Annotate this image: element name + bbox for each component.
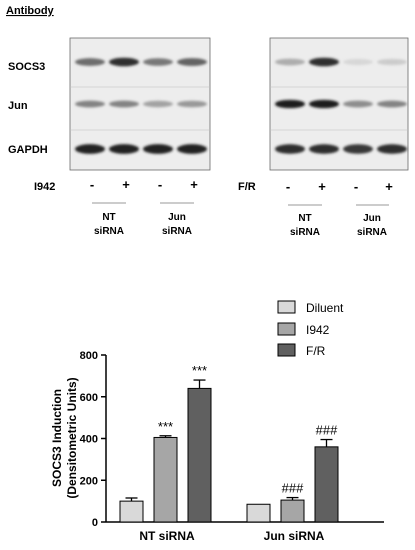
y-axis-ticks: 0 200 400 600 800 <box>80 350 106 529</box>
bar-i942-1 <box>153 436 178 523</box>
y-tick-label: 800 <box>80 350 98 362</box>
bars: *** ### *** ### <box>119 363 339 523</box>
right-group-jun-line2: siRNA <box>357 227 387 238</box>
legend-swatch-i942 <box>277 322 296 336</box>
x-axis-labels: NT siRNA Jun siRNA <box>139 529 324 543</box>
significance-mark: *** <box>192 363 207 378</box>
blot-band-left-gapdh-2 <box>109 144 139 154</box>
y-axis-title-line2: (Densitometric Units) <box>65 377 79 498</box>
blot-band-left-jun-4 <box>177 100 207 108</box>
y-axis-title-line1: SOCS3 Induction <box>50 389 64 487</box>
left-blot-panel <box>69 37 211 171</box>
legend: Diluent I942 F/R <box>277 300 344 358</box>
blot-band-right-jun-3 <box>343 100 373 108</box>
blot-band-right-socs3-2 <box>309 57 339 67</box>
right-sign-4: + <box>385 179 393 194</box>
y-tick-label: 400 <box>80 434 98 446</box>
legend-label-i942: I942 <box>306 323 330 337</box>
blot-band-left-socs3-1 <box>75 58 105 66</box>
western-blot: Antibody SOCS3 Jun GAPDH I942 F/R - + - … <box>6 5 409 238</box>
left-sign-4: + <box>190 177 198 192</box>
legend-swatch-diluent <box>277 300 296 314</box>
blot-band-right-socs3-1 <box>275 58 305 66</box>
blot-band-right-socs3-4 <box>377 58 407 66</box>
bar-i942-2 <box>280 499 305 523</box>
row-label-gapdh: GAPDH <box>8 144 48 156</box>
blot-band-right-socs3-3 <box>343 58 373 66</box>
left-sign-3: - <box>158 177 162 192</box>
bar-chart: Diluent I942 F/R SOCS3 Induction (Densit… <box>50 300 384 543</box>
left-group-nt-line1: NT <box>102 212 115 223</box>
right-sign-2: + <box>318 179 326 194</box>
left-treatment-label: I942 <box>34 181 55 193</box>
blot-band-left-gapdh-3 <box>143 144 173 154</box>
y-tick-label: 200 <box>80 475 98 487</box>
significance-mark: ### <box>282 481 304 496</box>
bar-fr-1 <box>187 387 212 523</box>
left-sign-1: - <box>90 177 94 192</box>
significance-mark: *** <box>158 419 173 434</box>
right-group-nt-line2: siRNA <box>290 227 320 238</box>
blot-band-right-gapdh-2 <box>309 144 339 154</box>
bar-diluent-2 <box>246 503 271 523</box>
x-category-label: Jun siRNA <box>264 529 325 543</box>
blot-band-right-jun-4 <box>377 100 407 108</box>
row-label-socs3: SOCS3 <box>8 61 45 73</box>
bar-diluent-1 <box>119 500 144 523</box>
left-bands <box>75 57 207 154</box>
legend-label-diluent: Diluent <box>306 301 344 315</box>
blot-band-left-socs3-3 <box>143 58 173 66</box>
blot-band-right-gapdh-3 <box>343 144 373 154</box>
right-sign-1: - <box>286 179 290 194</box>
right-treatment-label: F/R <box>238 181 256 193</box>
right-blot-panel <box>269 37 409 171</box>
blot-band-right-gapdh-1 <box>275 144 305 154</box>
blot-band-left-jun-2 <box>109 100 139 108</box>
left-group-jun-line1: Jun <box>168 212 186 223</box>
blot-band-left-gapdh-4 <box>177 144 207 154</box>
right-bands <box>275 57 407 154</box>
bar-fr-2 <box>314 446 339 523</box>
blot-band-right-gapdh-4 <box>377 144 407 154</box>
y-tick-label: 600 <box>80 392 98 404</box>
left-sign-2: + <box>122 177 130 192</box>
blot-band-right-jun-1 <box>275 99 305 109</box>
x-category-label: NT siRNA <box>139 529 195 543</box>
right-group-jun-line1: Jun <box>363 213 381 224</box>
right-group-nt-line1: NT <box>298 213 311 224</box>
left-group-jun-line2: siRNA <box>162 226 192 237</box>
legend-label-fr: F/R <box>306 344 326 358</box>
row-label-jun: Jun <box>8 100 28 112</box>
left-group-nt-line2: siRNA <box>94 226 124 237</box>
blot-band-right-jun-2 <box>309 99 339 109</box>
legend-swatch-fr <box>277 343 296 357</box>
blot-band-left-socs3-4 <box>177 58 207 66</box>
significance-mark: ### <box>316 423 338 438</box>
right-sign-3: - <box>354 179 358 194</box>
blot-band-left-socs3-2 <box>109 57 139 67</box>
blot-band-left-jun-3 <box>143 100 173 108</box>
blot-band-left-gapdh-1 <box>75 144 105 154</box>
antibody-header: Antibody <box>6 5 55 17</box>
blot-band-left-jun-1 <box>75 100 105 108</box>
y-tick-label: 0 <box>92 517 98 529</box>
